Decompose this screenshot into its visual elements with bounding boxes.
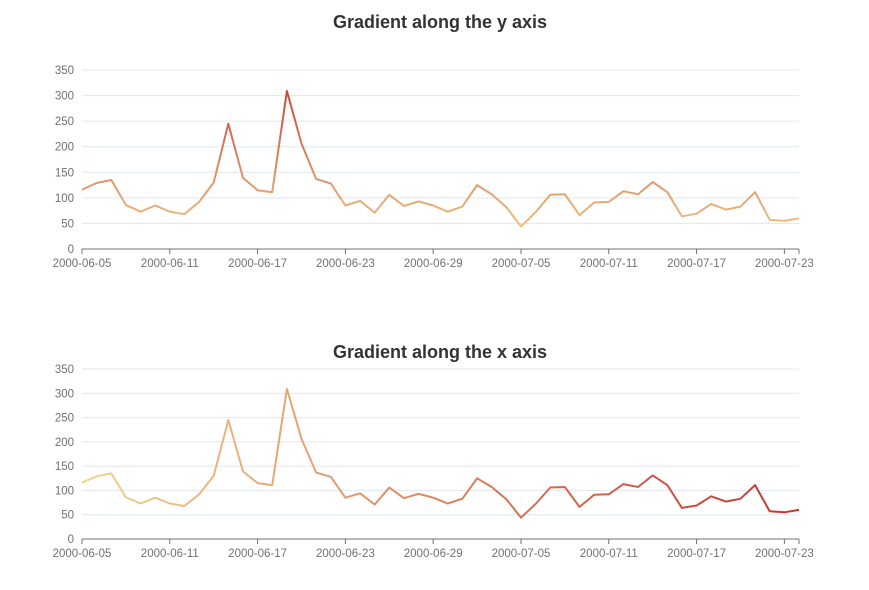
y-tick-label: 100: [55, 193, 74, 205]
y-tick-label: 250: [55, 116, 74, 128]
grid: [82, 368, 799, 516]
y-tick-label: 300: [55, 91, 74, 103]
x-tick-label: 2000-07-23: [755, 258, 814, 270]
y-tick-label: 350: [55, 65, 74, 77]
x-tick-label: 2000-07-05: [492, 548, 551, 560]
x-tick-label: 2000-06-17: [228, 548, 287, 560]
x-tick-label: 2000-06-11: [141, 548, 199, 560]
x-tick-label: 2000-07-17: [667, 258, 726, 270]
series-line: [81, 387, 800, 519]
y-tick-label: 200: [55, 437, 74, 449]
x-tick-label: 2000-06-29: [404, 548, 463, 560]
x-tick-label: 2000-06-23: [316, 548, 375, 560]
grid: [82, 69, 799, 224]
x-tick-label: 2000-06-17: [228, 258, 287, 270]
y-tick-label: 0: [68, 534, 74, 546]
x-tick-label: 2000-06-05: [53, 548, 112, 560]
series-line: [81, 90, 800, 228]
y-axis: 0 50 100 150 200 250 300 350: [55, 364, 74, 546]
x-axis: 2000-06-05 2000-06-11 2000-06-17 2000-06-23…: [53, 538, 814, 560]
y-tick-label: 200: [55, 142, 74, 154]
y-tick-label: 350: [55, 364, 74, 376]
x-tick-label: 2000-06-11: [141, 258, 199, 270]
x-tick-label: 2000-06-23: [316, 258, 375, 270]
x-tick-label: 2000-07-23: [755, 548, 814, 560]
x-tick-label: 2000-06-29: [404, 258, 463, 270]
y-tick-label: 150: [55, 167, 74, 179]
y-axis: 0 50 100 150 200 250 300 350: [55, 65, 74, 256]
x-tick-label: 2000-07-11: [580, 548, 638, 560]
chart-title: Gradient along the y axis: [333, 12, 547, 32]
x-tick-label: 2000-07-17: [667, 548, 726, 560]
x-tick-label: 2000-06-05: [53, 258, 112, 270]
y-tick-label: 250: [55, 413, 74, 425]
chart-gradient-x: Gradient along the x axis 0 50 100 150 200 25…: [53, 342, 814, 560]
chart-gradient-y: Gradient along the y axis 0 50 100 150 200 25…: [53, 12, 814, 270]
x-tick-label: 2000-07-05: [492, 258, 551, 270]
y-tick-label: 300: [55, 388, 74, 400]
y-tick-label: 100: [55, 485, 74, 497]
y-tick-label: 150: [55, 461, 74, 473]
x-axis: 2000-06-05 2000-06-11 2000-06-17 2000-06-23…: [53, 248, 814, 270]
x-tick-label: 2000-07-11: [580, 258, 638, 270]
y-tick-label: 50: [61, 510, 74, 522]
y-tick-label: 50: [61, 218, 74, 230]
chart-title: Gradient along the x axis: [333, 342, 547, 362]
y-tick-label: 0: [68, 244, 74, 256]
